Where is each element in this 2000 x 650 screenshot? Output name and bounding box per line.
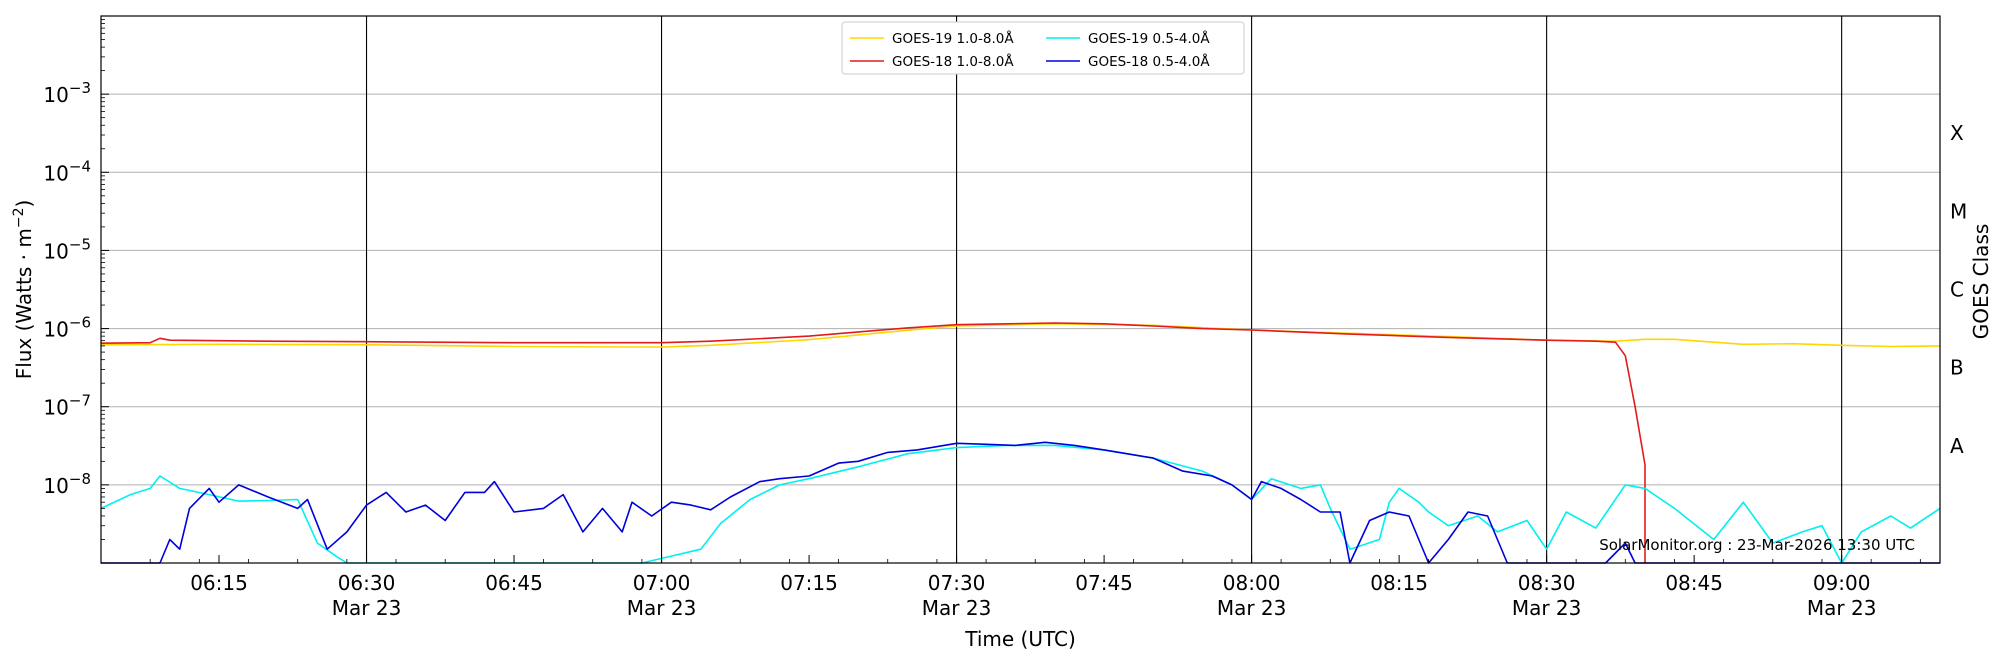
goes-class-a: A (1950, 434, 1964, 458)
goes-class-m: M (1950, 199, 1967, 223)
y-axis-label-main: Flux (Watts · m (12, 228, 36, 379)
goes-class-axis-label: GOES Class (1969, 224, 1993, 340)
x-axis-label: Time (UTC) (964, 627, 1076, 650)
x-tick-label: 07:00 (633, 571, 691, 595)
plot-frame (100, 15, 1941, 564)
series-line-2 (100, 322, 1646, 563)
goes-class-labels: A B C M X (1950, 121, 1967, 458)
goes-class-x: X (1950, 121, 1964, 145)
x-tick-date-label: Mar 23 (627, 596, 697, 620)
legend-entry-label: GOES-19 0.5-4.0Å (1088, 30, 1210, 47)
x-tick-date-label: Mar 23 (1217, 596, 1287, 620)
legend-entry-label: GOES-19 1.0-8.0Å (892, 30, 1014, 47)
x-tick-label: 07:30 (928, 571, 986, 595)
series-line-1 (100, 322, 1941, 348)
goes-class-b: B (1950, 356, 1964, 380)
y-tick-label: 10−3 (43, 79, 91, 107)
x-tick-label: 06:15 (190, 571, 248, 595)
legend-entry-label: GOES-18 0.5-4.0Å (1088, 53, 1210, 70)
x-tick-date-label: Mar 23 (332, 596, 402, 620)
y-axis-label-exponent: −2 (11, 208, 27, 229)
y-tick-label: 10−7 (43, 392, 91, 420)
x-tick-label: 07:45 (1075, 571, 1133, 595)
x-tick-label: 06:30 (338, 571, 396, 595)
x-tick-label: 08:15 (1370, 571, 1428, 595)
y-tick-label: 10−4 (43, 157, 91, 185)
y-tick-label: 10−8 (43, 470, 91, 498)
goes-class-c: C (1950, 278, 1964, 302)
solarmonitor-annotation: SolarMonitor.org : 23-Mar-2026 13:30 UTC (1599, 536, 1915, 554)
x-tick-date-label: Mar 23 (922, 596, 992, 620)
day-boundary-lines (365, 16, 1843, 563)
x-tick-label: 08:00 (1223, 571, 1281, 595)
y-tick-label: 10−5 (43, 235, 91, 263)
y-axis-ticks: 10−8 10−7 10−6 10−5 10−4 10−3 (43, 19, 109, 540)
series-layer (100, 322, 1941, 564)
legend-entry-label: GOES-18 1.0-8.0Å (892, 53, 1014, 70)
x-tick-label: 07:15 (780, 571, 838, 595)
y-axis-label: Flux (Watts · m−2) (11, 200, 36, 380)
legend: GOES-19 1.0-8.0Å GOES-18 1.0-8.0Å GOES-19 … (841, 21, 1245, 75)
y-axis-label-close: ) (12, 200, 36, 208)
legend-box (841, 21, 1245, 75)
x-tick-label: 09:00 (1813, 571, 1871, 595)
y-tick-label: 10−6 (43, 314, 91, 342)
series-line-4 (101, 441, 1940, 564)
x-tick-date-label: Mar 23 (1512, 596, 1582, 620)
grid-lines (101, 93, 1940, 486)
x-tick-date-label: Mar 23 (1807, 596, 1877, 620)
x-tick-label: 06:45 (485, 571, 543, 595)
x-tick-label: 08:45 (1665, 571, 1723, 595)
x-tick-label: 08:30 (1518, 571, 1576, 595)
